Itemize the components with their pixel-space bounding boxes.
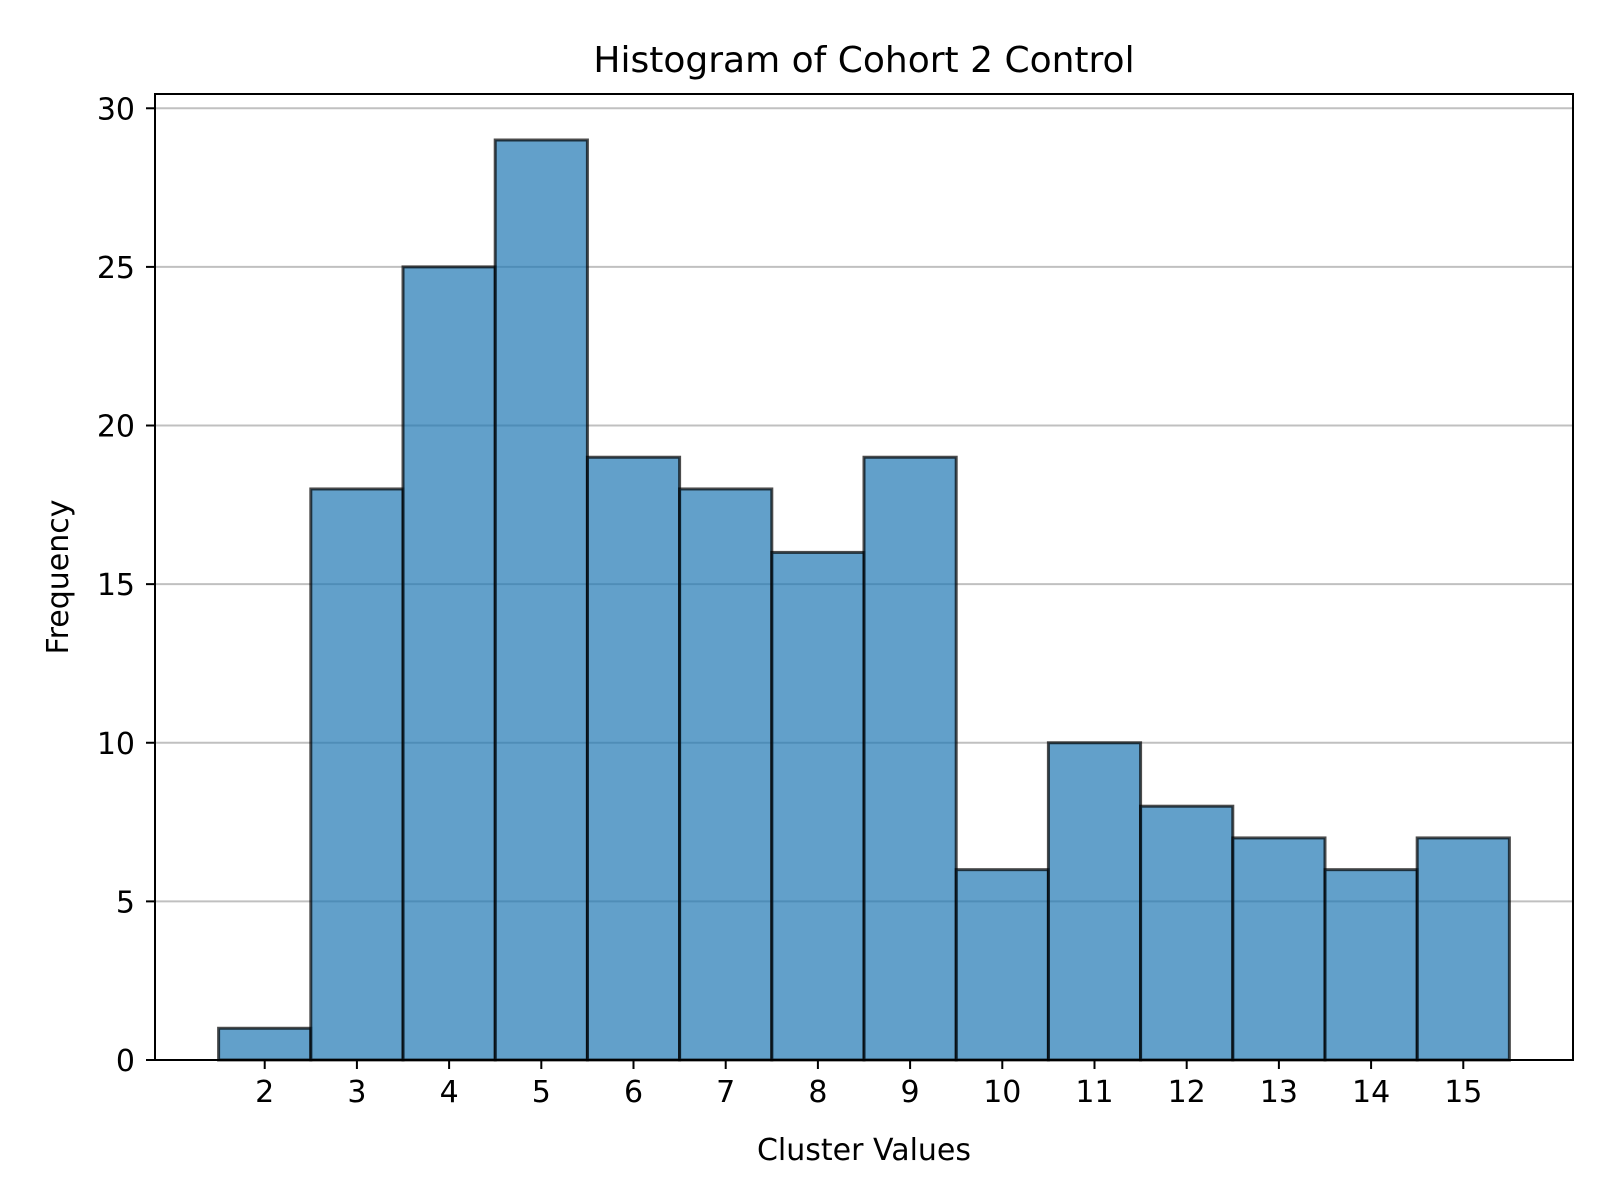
histogram-bar bbox=[1323, 868, 1419, 1062]
y-axis-label: Frequency bbox=[41, 500, 76, 655]
y-tick-label: 30 bbox=[97, 92, 135, 127]
histogram-bar bbox=[954, 868, 1050, 1062]
histogram-bar bbox=[309, 487, 405, 1062]
y-tick-label: 20 bbox=[97, 410, 135, 445]
histogram-bar bbox=[493, 138, 589, 1062]
histogram-bar bbox=[862, 455, 958, 1062]
x-tick-label: 15 bbox=[1444, 1075, 1482, 1110]
x-tick-label: 9 bbox=[901, 1075, 920, 1110]
x-tick-label: 4 bbox=[440, 1075, 459, 1110]
x-tick-label: 3 bbox=[347, 1075, 366, 1110]
x-tick-label: 2 bbox=[255, 1075, 274, 1110]
x-tick-label: 11 bbox=[1075, 1075, 1113, 1110]
tick-layer: 0 5 10 15 20 25 30 2 3 4 5 6 7 8 9 10 11 12 13 14 15 bbox=[97, 92, 1483, 1110]
x-tick-label: 14 bbox=[1352, 1075, 1390, 1110]
y-tick-label: 25 bbox=[97, 251, 135, 286]
x-tick-label: 10 bbox=[983, 1075, 1021, 1110]
histogram-bar bbox=[585, 455, 682, 1062]
x-axis-label: Cluster Values bbox=[757, 1133, 971, 1168]
histogram-bar bbox=[401, 265, 497, 1062]
y-tick-label: 10 bbox=[97, 727, 135, 762]
histogram-bar bbox=[770, 550, 866, 1062]
x-tick-label: 6 bbox=[624, 1075, 643, 1110]
x-tick-label: 7 bbox=[716, 1075, 735, 1110]
histogram-bar bbox=[678, 487, 774, 1062]
histogram-bar bbox=[1415, 836, 1511, 1062]
histogram-bar bbox=[1046, 741, 1143, 1062]
y-tick-label: 15 bbox=[97, 568, 135, 603]
histogram-bar bbox=[217, 1026, 313, 1062]
plot-area-frame bbox=[154, 93, 1574, 1061]
histogram-bar bbox=[1231, 836, 1327, 1062]
y-tick-label: 5 bbox=[116, 885, 135, 920]
bar-layer bbox=[217, 138, 1511, 1062]
x-tick-label: 5 bbox=[532, 1075, 551, 1110]
y-tick-label: 0 bbox=[116, 1044, 135, 1079]
histogram-bar bbox=[1139, 804, 1235, 1062]
x-tick-label: 8 bbox=[808, 1075, 827, 1110]
x-tick-label: 13 bbox=[1260, 1075, 1298, 1110]
chart-title: Histogram of Cohort 2 Control bbox=[593, 40, 1134, 81]
x-tick-label: 12 bbox=[1168, 1075, 1206, 1110]
